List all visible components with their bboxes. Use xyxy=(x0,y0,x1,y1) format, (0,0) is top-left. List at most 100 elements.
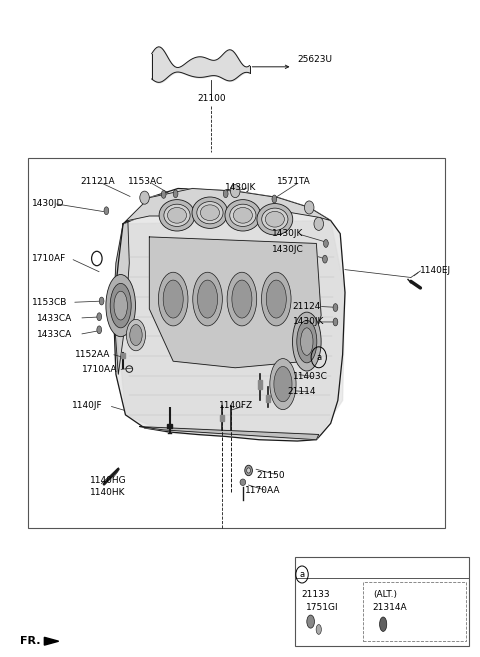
Ellipse shape xyxy=(380,617,387,631)
Ellipse shape xyxy=(230,204,256,227)
Ellipse shape xyxy=(292,312,321,371)
Text: (ALT.): (ALT.) xyxy=(373,590,397,599)
Text: 1430JK: 1430JK xyxy=(273,229,304,238)
Ellipse shape xyxy=(193,272,222,326)
Text: 1433CA: 1433CA xyxy=(37,330,72,339)
Text: 21133: 21133 xyxy=(301,590,330,599)
Ellipse shape xyxy=(173,190,178,198)
Ellipse shape xyxy=(262,272,291,326)
Ellipse shape xyxy=(97,326,102,334)
Ellipse shape xyxy=(300,328,313,355)
Bar xyxy=(220,415,224,421)
Text: 1430JK: 1430JK xyxy=(292,317,324,327)
Text: a: a xyxy=(300,570,305,579)
Bar xyxy=(28,158,445,528)
Ellipse shape xyxy=(114,291,127,320)
Text: 1433CA: 1433CA xyxy=(37,313,72,323)
Text: 21314A: 21314A xyxy=(372,603,408,612)
Text: 21150: 21150 xyxy=(257,470,285,480)
Ellipse shape xyxy=(158,272,188,326)
Text: 21114: 21114 xyxy=(288,388,316,396)
Bar xyxy=(168,424,172,428)
Ellipse shape xyxy=(257,204,293,235)
Ellipse shape xyxy=(265,212,284,227)
Text: 1140FZ: 1140FZ xyxy=(218,401,252,410)
Text: FR.: FR. xyxy=(21,636,41,646)
Polygon shape xyxy=(140,426,319,440)
Ellipse shape xyxy=(163,280,183,318)
Ellipse shape xyxy=(225,200,261,231)
Polygon shape xyxy=(123,189,331,224)
Text: 1571TA: 1571TA xyxy=(277,177,311,187)
Bar xyxy=(120,353,125,358)
Ellipse shape xyxy=(130,325,142,346)
Ellipse shape xyxy=(110,283,131,328)
Text: 1153AC: 1153AC xyxy=(128,177,163,187)
Ellipse shape xyxy=(192,197,228,229)
Ellipse shape xyxy=(245,465,252,476)
Text: 1170AA: 1170AA xyxy=(245,486,280,495)
Text: 1153CB: 1153CB xyxy=(32,298,67,307)
Ellipse shape xyxy=(161,191,166,198)
Text: 1140EJ: 1140EJ xyxy=(420,267,452,275)
Ellipse shape xyxy=(240,479,246,486)
Ellipse shape xyxy=(307,615,314,628)
Text: 1430JD: 1430JD xyxy=(32,199,64,208)
Ellipse shape xyxy=(316,625,322,635)
Polygon shape xyxy=(114,189,345,441)
Bar xyxy=(266,396,270,402)
Text: 1140HK: 1140HK xyxy=(90,488,125,497)
Circle shape xyxy=(230,185,240,198)
Ellipse shape xyxy=(262,208,288,231)
Text: 1140HG: 1140HG xyxy=(90,476,126,485)
Ellipse shape xyxy=(333,304,338,311)
Polygon shape xyxy=(116,221,345,440)
Ellipse shape xyxy=(223,190,228,198)
Ellipse shape xyxy=(270,359,296,409)
Text: 1140JF: 1140JF xyxy=(72,401,103,410)
Text: a: a xyxy=(316,353,321,362)
Ellipse shape xyxy=(266,280,286,318)
Ellipse shape xyxy=(233,208,252,223)
Ellipse shape xyxy=(159,200,195,231)
Bar xyxy=(295,558,469,646)
Circle shape xyxy=(140,191,149,204)
Text: 21124: 21124 xyxy=(292,302,321,311)
Text: 1751GI: 1751GI xyxy=(306,603,338,612)
Ellipse shape xyxy=(99,297,104,305)
Ellipse shape xyxy=(272,195,277,203)
Ellipse shape xyxy=(197,202,223,224)
Ellipse shape xyxy=(104,207,109,215)
Ellipse shape xyxy=(227,272,257,326)
Circle shape xyxy=(314,217,324,231)
Text: 21100: 21100 xyxy=(197,94,226,102)
Ellipse shape xyxy=(97,313,102,321)
Ellipse shape xyxy=(164,204,190,227)
Ellipse shape xyxy=(126,319,145,351)
Text: 1710AA: 1710AA xyxy=(82,365,117,374)
Ellipse shape xyxy=(323,255,327,263)
Ellipse shape xyxy=(106,275,135,336)
Circle shape xyxy=(304,201,314,214)
Ellipse shape xyxy=(247,468,251,473)
Ellipse shape xyxy=(297,321,317,363)
Polygon shape xyxy=(44,637,59,645)
Ellipse shape xyxy=(200,205,219,221)
Text: 25623U: 25623U xyxy=(297,55,332,64)
Text: 11403C: 11403C xyxy=(292,373,327,382)
Text: 1430JC: 1430JC xyxy=(273,246,304,254)
Text: 21121A: 21121A xyxy=(80,177,115,187)
Ellipse shape xyxy=(324,240,328,248)
Bar xyxy=(363,582,466,641)
Bar xyxy=(258,380,262,389)
Ellipse shape xyxy=(168,208,187,223)
Ellipse shape xyxy=(232,280,252,318)
Polygon shape xyxy=(114,221,129,374)
Ellipse shape xyxy=(198,280,217,318)
Text: 1710AF: 1710AF xyxy=(32,254,66,263)
Text: 1152AA: 1152AA xyxy=(75,350,111,359)
Ellipse shape xyxy=(333,318,338,326)
Text: 1430JK: 1430JK xyxy=(225,183,256,192)
Polygon shape xyxy=(149,237,321,368)
Ellipse shape xyxy=(274,367,292,402)
